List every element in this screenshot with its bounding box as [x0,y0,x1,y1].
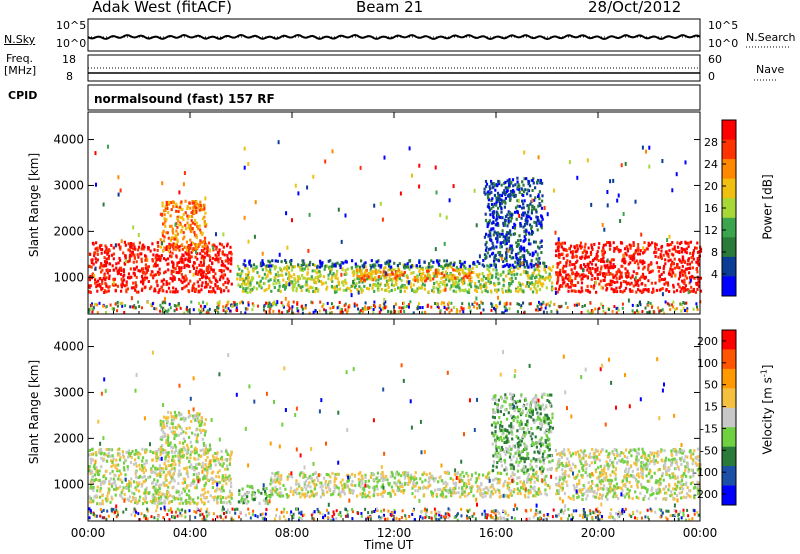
nave-bottom-tick: 0 [708,70,715,83]
noise-top-tick-left: 10^5 [56,19,87,32]
velocity-colorbar-swatch [722,349,736,370]
nsearch-label: N.Search [746,31,796,44]
nsky-label: N.Sky [4,33,36,46]
noise-bottom-tick-left: 10^0 [56,37,87,50]
power-colorbar-tick-label: 12 [704,224,718,237]
velocity-colorbar-swatch [722,466,736,486]
power-colorbar-swatch [722,159,736,180]
power-colorbar-swatch [722,237,736,258]
velocity-colorbar-swatch [722,368,736,389]
power-colorbar-tick-label: 28 [704,136,718,149]
nave-label: Nave [756,63,785,76]
cpid-panel-frame [87,84,701,111]
velocity-colorbar-tick-label: 15 [704,401,718,414]
power-colorbar-tick-label: 4 [711,268,718,281]
y-tick-label: 2000 [53,431,84,445]
noise-panel-frame [87,18,701,52]
x-tick-label: 00:00 [71,526,106,540]
x-tick-label: 00:00 [683,526,718,540]
velocity-colorbar-swatch [722,485,736,506]
power-colorbar-tick-label: 8 [711,246,718,259]
velocity-colorbar-frame [721,329,737,506]
power-colorbar-tick-label: 24 [704,158,718,171]
power-heatmap [88,140,703,315]
velocity-colorbar-swatch [722,427,736,448]
x-tick-label: 20:00 [581,526,616,540]
power-colorbar-swatch [722,120,736,141]
x-tick-label: 16:00 [479,526,514,540]
power-colorbar-swatch [722,139,736,160]
cpid-label: CPID [8,89,38,102]
velocity-heatmap [88,350,702,522]
x-tick-label: 12:00 [377,526,412,540]
power-colorbar-swatch [722,178,736,199]
velocity-colorbar-tick-label: -200 [693,488,718,501]
station-title: Adak West (fitACF) [92,0,232,16]
noise-bottom-tick-right: 10^0 [708,37,739,50]
velocity-colorbar-swatch [722,446,736,467]
noise-top-tick-right: 10^5 [708,19,739,32]
power-colorbar-tick-label: 16 [704,202,718,215]
power-colorbar-tick-label: 20 [704,180,718,193]
x-axis-label: Time UT [364,538,414,552]
velocity-colorbar-tick-label: 50 [704,379,718,392]
power-colorbar-swatch [722,276,736,297]
y-tick-label: 4000 [53,133,84,147]
velocity-colorbar-tick-label: -15 [700,422,718,435]
y-tick-label: 1000 [53,477,84,491]
velocity-colorbar-tick-label: 200 [697,335,718,348]
velocity-colorbar-tick-label: -50 [700,444,718,457]
power-colorbar-swatch [722,198,736,219]
y-tick-label: 3000 [53,385,84,399]
velocity-colorbar-swatch [722,388,736,409]
freq-label-2: [MHz] [4,64,37,77]
freq-bottom-tick: 8 [66,70,73,83]
power-colorbar-swatch [722,217,736,238]
beam-title: Beam 21 [356,0,424,16]
y-tick-label: 1000 [53,270,84,284]
power-colorbar-swatch [722,256,736,277]
velocity-colorbar-swatch [722,330,736,350]
freq-label-1: Freq. [6,52,34,65]
y-tick-label: 4000 [53,340,84,354]
x-tick-label: 04:00 [173,526,208,540]
nave-top-tick: 60 [708,53,722,66]
velocity-colorbar-swatch [722,407,736,428]
date-title: 28/Oct/2012 [588,0,682,16]
velocity-colorbar-tick-label: 100 [697,357,718,370]
cpid-value: normalsound (fast) 157 RF [94,92,275,106]
y-tick-label: 2000 [53,224,84,238]
freq-top-tick: 18 [62,53,76,66]
velocity-colorbar-tick-label: -100 [693,466,718,479]
y-tick-label: 3000 [53,178,84,192]
x-tick-label: 08:00 [275,526,310,540]
